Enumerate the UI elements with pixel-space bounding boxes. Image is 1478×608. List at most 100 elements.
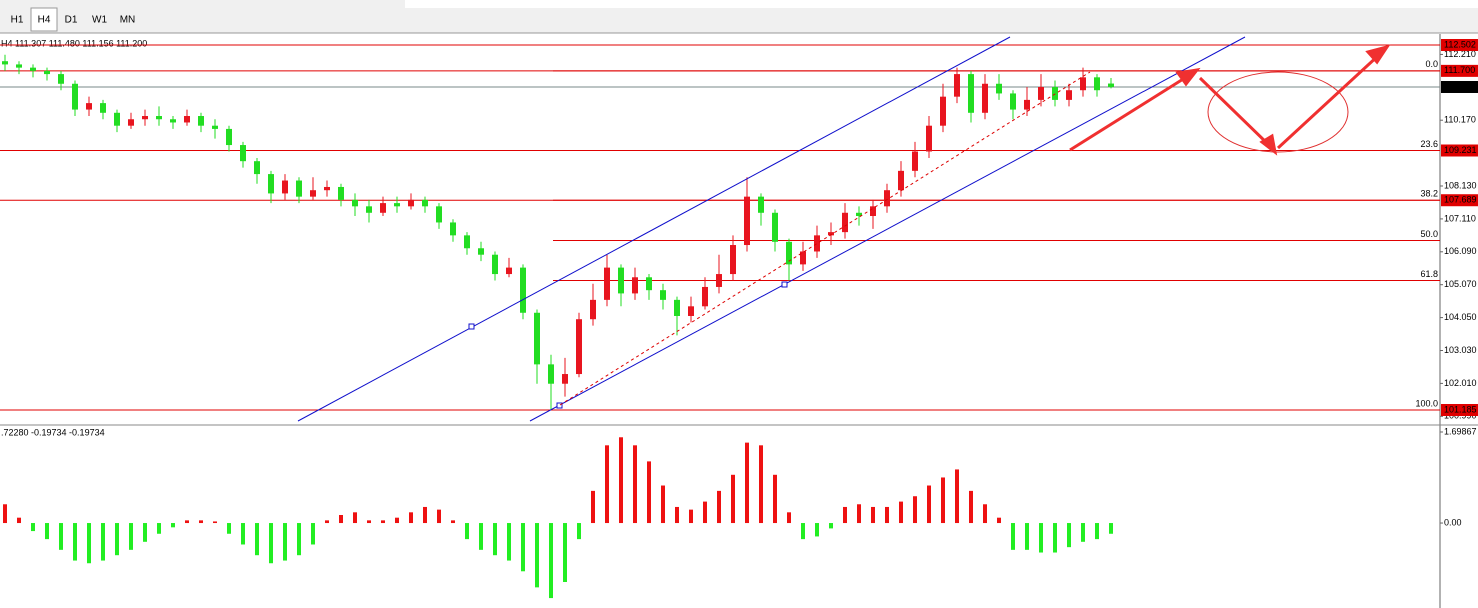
candle-body — [1038, 86, 1044, 100]
y-tick-label: 102.010 — [1444, 378, 1477, 388]
candle-body — [198, 116, 204, 126]
timeframe-button[interactable] — [114, 8, 141, 31]
macd-bar — [185, 520, 189, 524]
candle-body — [744, 196, 750, 246]
level-price-box — [1441, 404, 1478, 417]
macd-bar — [87, 523, 91, 564]
macd-bar — [17, 517, 21, 524]
arrow — [1069, 74, 1189, 152]
timeframe-label[interactable]: W1 — [92, 15, 107, 26]
macd-bar — [997, 517, 1001, 524]
macd-bar — [535, 523, 539, 588]
macd-bar — [675, 506, 679, 524]
candle-body — [338, 186, 344, 200]
macd-bar — [843, 506, 847, 524]
candle-body — [828, 232, 834, 236]
candle-body — [296, 180, 302, 197]
macd-bar — [297, 523, 301, 556]
timeframe-button[interactable] — [4, 8, 30, 31]
y-tick-label: 110.170 — [1444, 115, 1476, 125]
candle-body — [142, 116, 148, 120]
timeframe-button[interactable] — [30, 7, 58, 32]
candle-body — [422, 199, 428, 207]
candle-body — [632, 277, 638, 294]
macd-bar — [479, 523, 483, 550]
timeframe-label[interactable]: D1 — [65, 15, 78, 26]
macd-bar — [871, 506, 875, 524]
candle-body — [954, 74, 960, 97]
macd-bar — [647, 461, 651, 524]
candle-body — [898, 170, 904, 191]
level-price-box — [1441, 144, 1478, 157]
macd-bar — [773, 474, 777, 524]
candle-body — [44, 70, 50, 75]
fib-label: 23.6 — [1420, 139, 1438, 149]
candle-body — [1080, 77, 1086, 91]
timeframe-label[interactable]: MN — [120, 15, 136, 26]
y-tick-label: 103.030 — [1444, 345, 1477, 355]
timeframe-label[interactable]: H4 — [38, 15, 51, 26]
macd-bar — [787, 512, 791, 524]
candle-body — [548, 364, 554, 384]
macd-bar — [703, 501, 707, 524]
candle-body — [492, 254, 498, 275]
anchor — [468, 323, 475, 330]
candle-body — [660, 290, 666, 300]
timeframe-button[interactable] — [58, 8, 84, 31]
current-price-label: 111.200 — [1444, 81, 1475, 91]
macd-bar — [367, 520, 371, 524]
candle-body — [534, 312, 540, 365]
macd-bar — [661, 485, 665, 524]
macd-bar — [325, 520, 329, 524]
macd-bar — [857, 504, 861, 524]
candle-body — [156, 116, 162, 120]
fib-label: 0.0 — [1425, 59, 1438, 69]
macd-bar — [437, 509, 441, 524]
fib-trend — [559, 71, 1091, 406]
macd-bar — [899, 501, 903, 524]
candle-body — [618, 267, 624, 294]
candle-body — [408, 199, 414, 207]
fib-label: 38.2 — [1420, 189, 1438, 199]
macd-bar — [815, 523, 819, 537]
macd-bar — [283, 523, 287, 561]
candle-body — [996, 83, 1002, 94]
arrow-head — [1259, 133, 1278, 156]
macd-bar — [549, 523, 553, 599]
macd-bar — [493, 523, 497, 556]
timeframe-label[interactable]: H1 — [11, 15, 24, 26]
candle-body — [646, 277, 652, 291]
candle-body — [450, 222, 456, 236]
fib-label: 61.8 — [1420, 269, 1438, 279]
timeframe-button[interactable] — [86, 8, 113, 31]
y-tick-label: 106.090 — [1444, 246, 1477, 256]
y-tick-label: 107.110 — [1444, 213, 1476, 223]
candle-body — [786, 241, 792, 265]
macd-bar — [381, 520, 385, 524]
candle-body — [590, 299, 596, 320]
candle-body — [842, 212, 848, 233]
arrow — [1198, 76, 1272, 148]
candle-body — [240, 145, 246, 162]
macd-bar — [717, 490, 721, 524]
macd-bar — [171, 523, 175, 528]
level-price-label: 109.231 — [1444, 145, 1477, 155]
macd-bar — [101, 523, 105, 561]
macd-bar — [913, 496, 917, 524]
macd-bar — [885, 506, 889, 524]
level-price-label: 101.185 — [1444, 404, 1477, 414]
macd-bar — [129, 523, 133, 550]
candle-body — [758, 196, 764, 213]
candle-body — [170, 119, 176, 123]
macd-bar — [759, 445, 763, 524]
fib-label: 100.0 — [1415, 398, 1438, 408]
y-tick-label: 112.210 — [1444, 49, 1476, 59]
channel-upper — [297, 36, 1011, 422]
y-tick-label: 105.070 — [1444, 279, 1477, 289]
anchor — [781, 281, 788, 288]
y-tick-label: 1.69867 — [1444, 426, 1477, 436]
macd-bar — [311, 523, 315, 545]
macd-bar — [423, 506, 427, 524]
macd-bar — [451, 520, 455, 524]
arrow — [1276, 52, 1382, 150]
